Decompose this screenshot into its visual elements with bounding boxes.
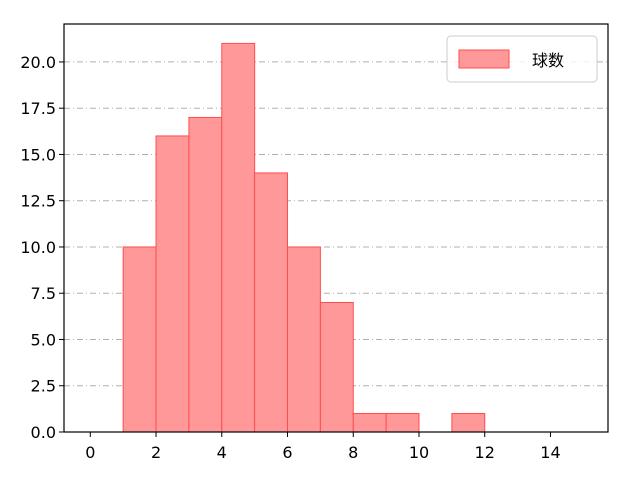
histogram-bar: [254, 172, 289, 433]
x-tick-label: 2: [151, 443, 161, 462]
y-tick-label: 15.0: [20, 145, 56, 164]
legend: 球数: [446, 35, 598, 83]
histogram-bar: [451, 412, 486, 433]
histogram-bar: [221, 42, 256, 433]
histogram-bar: [319, 301, 354, 433]
y-tick-label: 7.5: [31, 284, 56, 303]
bars: [122, 42, 486, 433]
histogram-bar: [287, 246, 321, 433]
y-tick-label: 12.5: [20, 192, 56, 211]
x-tick-label: 14: [540, 443, 560, 462]
histogram-bar: [188, 116, 223, 433]
y-tick-label: 20.0: [20, 53, 56, 72]
x-tick-label: 12: [475, 443, 495, 462]
y-tick-label: 10.0: [20, 238, 56, 257]
y-axis: 0.0 2.5 5.0 7.5 10.0 12.5 15.0 17.5 20.0: [20, 53, 64, 442]
legend-label: 球数: [532, 51, 564, 70]
histogram-bar: [122, 246, 157, 433]
histogram-bar: [155, 135, 190, 433]
y-tick-label: 17.5: [20, 99, 56, 118]
x-tick-label: 4: [217, 443, 227, 462]
plot-frame: [63, 23, 609, 433]
y-tick-label: 0.0: [31, 423, 56, 442]
legend-box: [446, 35, 598, 83]
histogram-bar: [352, 412, 387, 433]
histogram-bar: [385, 412, 420, 433]
legend-swatch: [458, 49, 510, 69]
x-tick-label: 6: [282, 443, 292, 462]
y-tick-label: 5.0: [31, 330, 56, 349]
x-tick-label: 8: [348, 443, 358, 462]
x-tick-label: 0: [85, 443, 95, 462]
x-axis: 0 2 4 6 8 10 12 14: [85, 432, 561, 462]
y-tick-label: 2.5: [31, 377, 56, 396]
x-tick-label: 10: [409, 443, 429, 462]
